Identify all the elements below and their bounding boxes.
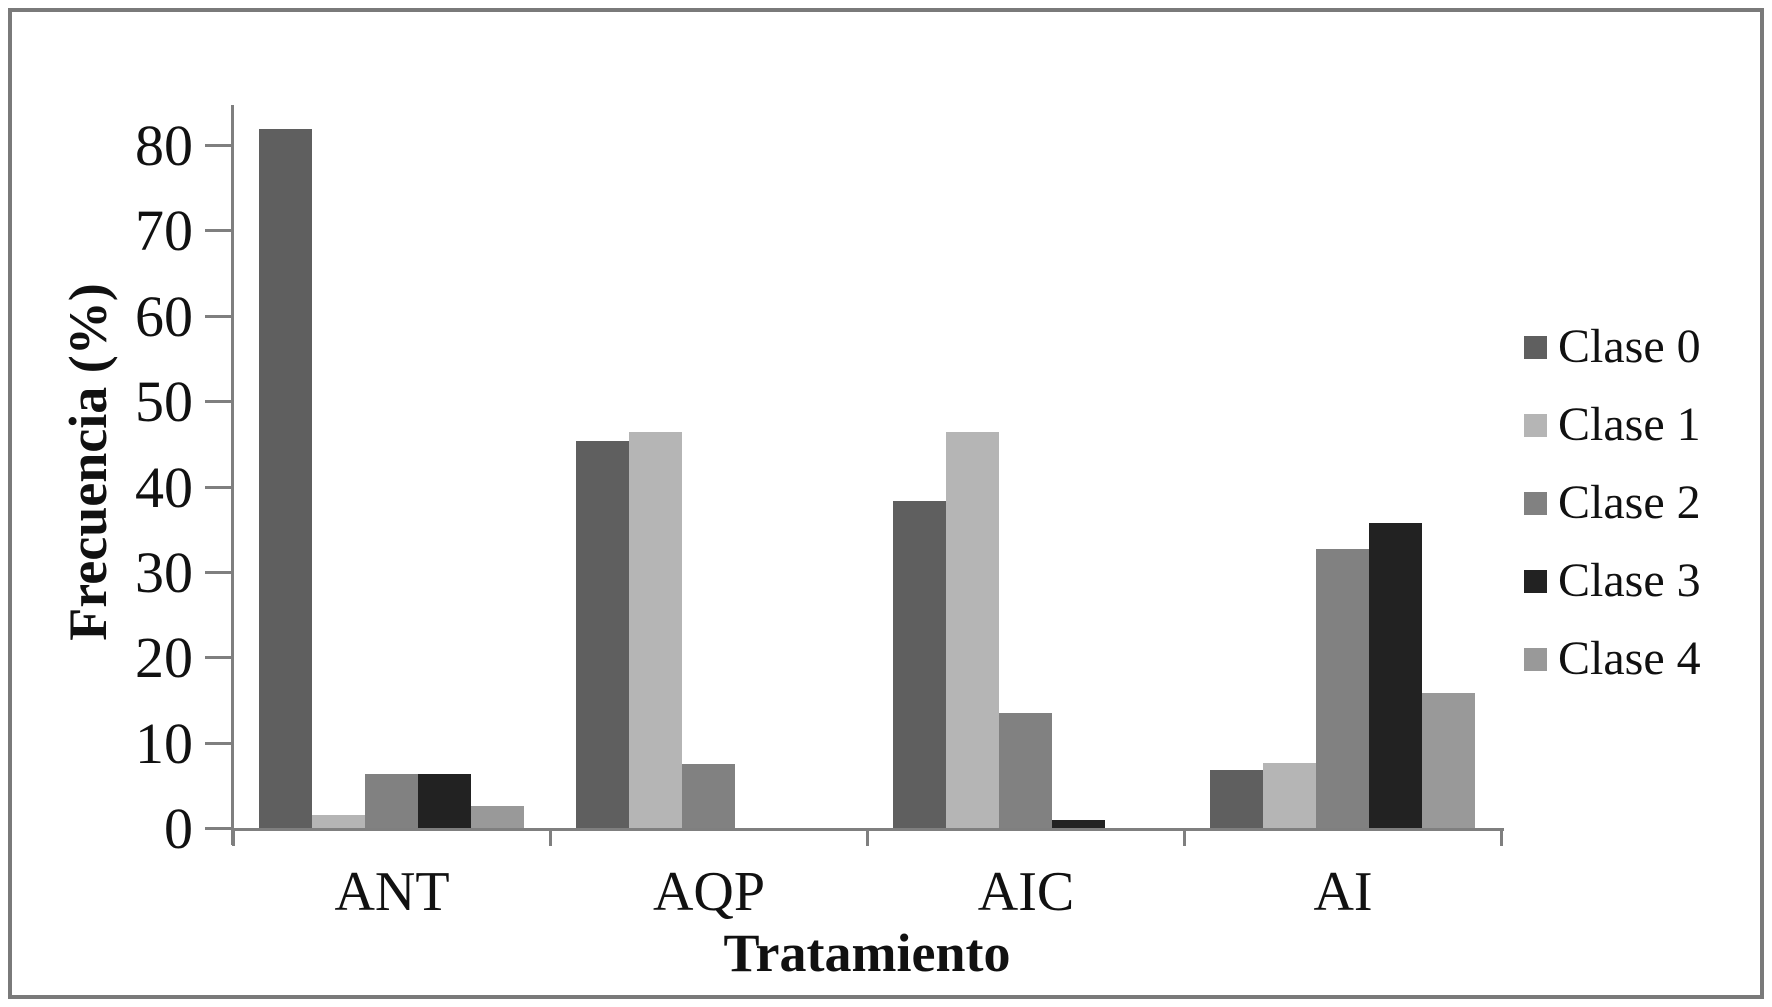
legend-swatch-clase-4: [1524, 647, 1547, 671]
bar-aqp-clase-2: [682, 764, 735, 829]
y-tick: [205, 315, 233, 318]
legend-swatch-clase-1: [1524, 413, 1547, 437]
legend-swatch-clase-0: [1524, 335, 1547, 359]
x-axis-line: [231, 828, 1504, 831]
y-tick: [205, 742, 233, 745]
legend-item-clase-3: Clase 3: [1524, 553, 1701, 609]
y-tick-label: 10: [135, 711, 193, 776]
bar-ant-clase-1: [312, 815, 365, 829]
bar-aic-clase-0: [893, 501, 946, 829]
bar-ant-clase-3: [418, 774, 471, 829]
y-axis-line: [231, 105, 234, 845]
legend-label: Clase 4: [1558, 632, 1701, 685]
y-tick: [205, 400, 233, 403]
legend-label: Clase 0: [1558, 320, 1701, 373]
bar-ant-clase-4: [471, 806, 524, 829]
bar-ant-clase-0: [259, 129, 312, 829]
bar-aic-clase-1: [946, 432, 999, 829]
legend-swatch-clase-3: [1524, 569, 1547, 593]
category-label-aqp: AQP: [652, 861, 766, 923]
bar-aqp-clase-0: [576, 441, 629, 829]
bar-ai-clase-1: [1263, 763, 1316, 829]
legend-label: Clase 2: [1558, 476, 1701, 529]
x-axis-title: Tratamiento: [723, 923, 1011, 983]
bar-aic-clase-2: [999, 713, 1052, 829]
bar-aic-clase-3: [1052, 820, 1105, 829]
plot-area: [233, 105, 1501, 829]
y-tick: [205, 144, 233, 147]
y-tick-label: 0: [164, 796, 193, 861]
x-tick: [866, 831, 869, 846]
category-label-aic: AIC: [977, 861, 1075, 923]
y-tick-label: 60: [135, 284, 193, 349]
y-tick: [205, 656, 233, 659]
legend-item-clase-2: Clase 2: [1524, 475, 1701, 531]
bar-ai-clase-3: [1369, 523, 1422, 829]
x-tick: [1500, 831, 1503, 846]
y-tick-label: 20: [135, 625, 193, 690]
y-tick: [205, 486, 233, 489]
y-tick-label: 70: [135, 198, 193, 263]
legend-swatch-clase-2: [1524, 491, 1547, 515]
y-axis-title: Frecuencia (%): [58, 283, 118, 641]
y-tick-label: 40: [135, 455, 193, 520]
legend-item-clase-0: Clase 0: [1524, 319, 1701, 375]
category-label-ant: ANT: [334, 861, 450, 923]
legend-item-clase-4: Clase 4: [1524, 631, 1701, 687]
legend: Clase 0 Clase 1 Clase 2 Clase 3 Clase 4: [1524, 319, 1701, 687]
legend-item-clase-1: Clase 1: [1524, 397, 1701, 453]
y-tick: [205, 229, 233, 232]
y-tick: [205, 827, 233, 830]
y-tick-label: 80: [135, 113, 193, 178]
y-tick-label: 30: [135, 540, 193, 605]
bar-ai-clase-0: [1210, 770, 1263, 829]
y-tick-label: 50: [135, 369, 193, 434]
bar-aqp-clase-1: [629, 432, 682, 829]
x-tick: [549, 831, 552, 846]
y-tick: [205, 571, 233, 574]
legend-label: Clase 1: [1558, 398, 1701, 451]
bar-ai-clase-4: [1422, 693, 1475, 829]
x-tick: [1183, 831, 1186, 846]
category-label-ai: AI: [1313, 861, 1373, 923]
legend-label: Clase 3: [1558, 554, 1701, 607]
bar-ai-clase-2: [1316, 549, 1369, 829]
bar-ant-clase-2: [365, 774, 418, 829]
